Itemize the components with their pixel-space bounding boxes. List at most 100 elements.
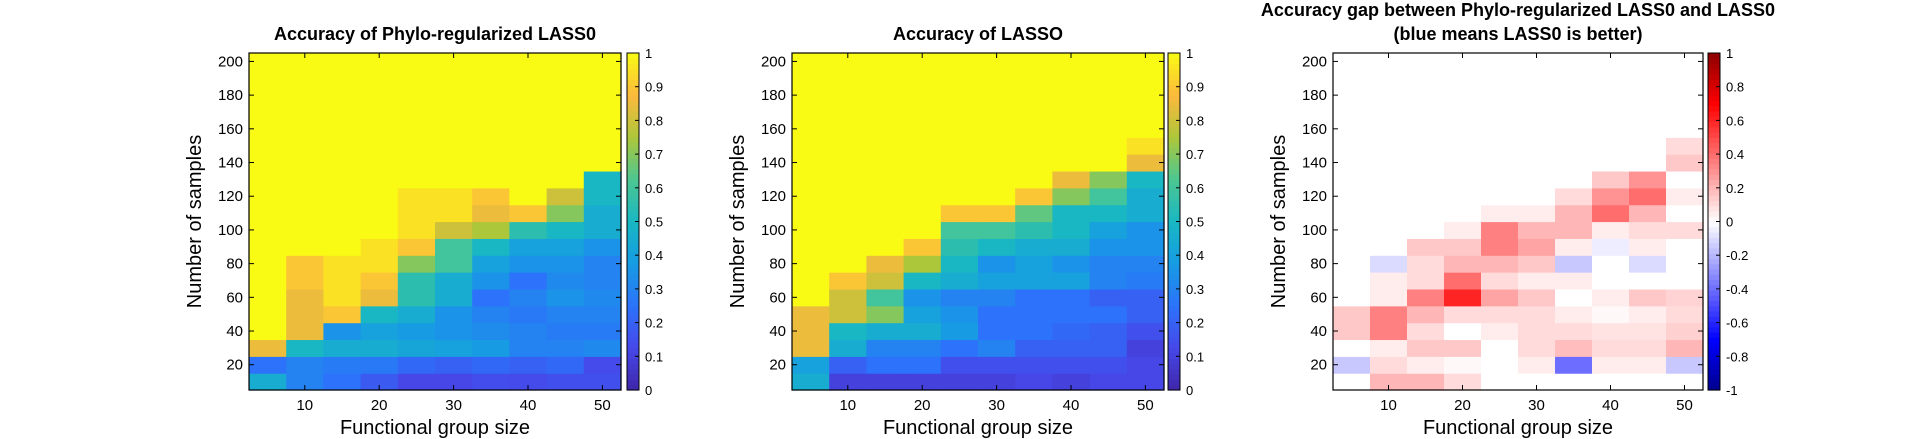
heatmap-cell [1518,187,1556,206]
heatmap-cell [1126,103,1165,121]
y-tick-label: 20 [769,357,786,374]
heatmap-cell [1555,187,1593,206]
heatmap-cell [1444,373,1482,391]
heatmap-cell [940,120,979,138]
heatmap-cell [978,238,1016,256]
heatmap-cell [1481,221,1519,239]
heatmap-cell [1444,238,1482,256]
heatmap-cell [903,288,942,307]
y-tick-label: 120 [218,188,243,205]
heatmap-cell [397,272,436,290]
colorbar-segment [1168,84,1180,91]
heatmap-cell [866,255,905,273]
heatmap-cell [1481,288,1519,307]
colorbar-segment [1708,311,1720,317]
heatmap-cell [509,356,548,374]
heatmap-cell [1666,170,1704,189]
heatmap-cell [249,187,287,206]
heatmap-cell [509,187,548,206]
colorbar-segment [627,205,639,212]
heatmap-cell [1089,170,1128,189]
colorbar-segment [1168,174,1180,180]
heatmap-cell [360,322,399,341]
heatmap-cell [1333,238,1371,256]
heatmap-cell [1592,154,1630,172]
heatmap-cell [1592,272,1630,290]
heatmap-cell [509,103,548,121]
heatmap-cell [866,356,905,374]
heatmap-cell [1052,69,1091,88]
heatmap-cell [940,221,979,239]
heatmap-cell [1666,86,1704,105]
colorbar-segment [1168,53,1180,59]
colorbar-tick-label: 0.6 [1726,113,1744,128]
heatmap-cell [323,170,362,189]
chart-subtitle: (blue means LASS0 is better) [1393,24,1642,44]
colorbar-segment [1708,247,1720,254]
colorbar-segment [1708,289,1720,296]
heatmap-cell [1481,322,1519,341]
heatmap-cell [1126,221,1165,239]
heatmap-cell [249,120,287,138]
heatmap-cell [903,154,942,172]
heatmap-cell [829,120,867,138]
colorbar-segment [627,137,639,144]
colorbar-tick-label: 0.8 [1726,80,1744,95]
y-tick-label: 100 [761,222,786,239]
heatmap-cell [792,356,830,374]
heatmap-cell [1555,86,1593,105]
heatmap-cell [583,305,622,324]
y-tick-label: 40 [1310,323,1327,340]
heatmap-cell [435,238,473,256]
heatmap-cell [435,120,473,138]
colorbar-segment [627,153,639,159]
heatmap-cell [1052,187,1091,206]
heatmap-cell [249,322,287,341]
heatmap-cell [286,120,324,138]
heatmap-cell [249,69,287,88]
heatmap-cell [1444,86,1482,105]
colorbar-segment [1708,253,1720,259]
colorbar-segment [1168,247,1180,254]
colorbar-segment [1168,347,1180,354]
heatmap-cell [1629,170,1667,189]
heatmap-cell [1666,288,1704,307]
y-tick-label: 40 [769,323,786,340]
colorbar-segment [1168,189,1180,196]
chart-title: Accuracy of Phylo-regularized LASS0 [274,24,596,44]
x-axis-label: Functional group size [883,417,1073,439]
heatmap-cell [1333,86,1371,105]
colorbar-segment [627,84,639,91]
heatmap-cell [1015,137,1053,155]
colorbar-tick-label: 0.6 [645,181,663,196]
heatmap-cell [1370,373,1408,391]
heatmap-cell [1592,137,1630,155]
heatmap-cell [1089,288,1128,307]
heatmap-cell [940,86,979,105]
heatmap-cell [866,339,905,357]
colorbar-segment [1168,121,1180,128]
heatmap-cell [1015,86,1053,105]
heatmap-cell [1518,137,1556,155]
colorbar-segment [627,74,639,80]
heatmap-cell [1407,170,1445,189]
heatmap-cell [323,305,362,324]
heatmap-cell [1333,170,1371,189]
heatmap-cell [940,238,979,256]
heatmap-cell [360,86,399,105]
heatmap-cell [1015,339,1053,357]
heatmap-cell [866,305,905,324]
colorbar-segment [1708,300,1720,307]
heatmap-cell [1052,356,1091,374]
colorbar-segment [627,179,639,186]
heatmap-cell [249,103,287,121]
heatmap-cell [1126,137,1165,155]
heatmap-cell [1481,154,1519,172]
colorbar-segment [627,274,639,281]
heatmap-cell [397,339,436,357]
colorbar-segment [1708,268,1720,275]
heatmap-cell [1518,154,1556,172]
colorbar-segment [1708,342,1720,349]
colorbar-segment [627,63,639,70]
heatmap-cell [472,221,510,239]
